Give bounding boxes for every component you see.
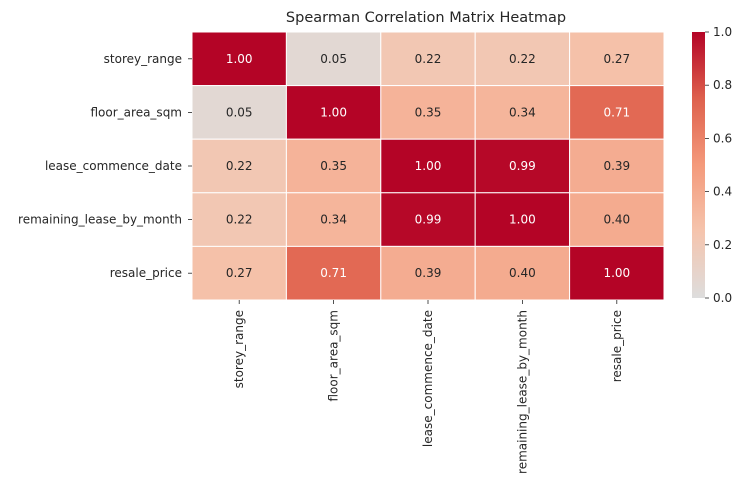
heatmap-cell-r4-c2 — [380, 245, 476, 301]
x-tick-label-0: storey_range — [232, 310, 246, 388]
colorbar: 0.0 0.2 0.4 0.6 0.8 1.0 — [692, 25, 732, 305]
heatmap-cell-r0-c3 — [474, 31, 571, 87]
heatmap-cell-r3-c1 — [285, 192, 382, 247]
cell-value-label-r4-c3: 0.40 — [509, 266, 536, 280]
colorbar-tick-label-3: 0.6 — [713, 131, 732, 145]
heatmap-cell-r4-c1 — [285, 245, 382, 301]
cell-value-label-r2-c1: 0.35 — [320, 159, 347, 173]
y-tick-label-0: storey_range — [104, 52, 182, 66]
colorbar-tick-label-4: 0.8 — [713, 78, 732, 92]
colorbar-tick-label-2: 0.4 — [713, 185, 732, 199]
cell-value-label-r1-c4: 0.71 — [603, 105, 630, 119]
heatmap-cell-r0-c0 — [191, 31, 287, 87]
heatmap-cell-r4-c0 — [191, 245, 287, 301]
cell-value-label-r4-c1: 0.71 — [320, 266, 347, 280]
cell-value-label-r0-c1: 0.05 — [320, 52, 347, 66]
heatmap-cell-r3-c4 — [569, 192, 665, 247]
x-tick-labels: storey_range floor_area_sqm lease_commence… — [232, 300, 624, 474]
heatmap-cell-r1-c0 — [191, 85, 287, 140]
cell-value-label-r2-c0: 0.22 — [226, 159, 253, 173]
cell-value-label-r0-c0: 1.00 — [226, 52, 253, 66]
cell-value-label-r3-c1: 0.34 — [320, 213, 347, 227]
heatmap-cell-r4-c4 — [569, 245, 665, 301]
cell-value-label-r1-c0: 0.05 — [226, 105, 253, 119]
cell-value-label-r0-c2: 0.22 — [415, 52, 442, 66]
y-tick-label-3: remaining_lease_by_month — [18, 213, 182, 227]
cell-value-label-r3-c2: 0.99 — [415, 213, 442, 227]
cell-value-label-r2-c4: 0.39 — [603, 159, 630, 173]
cell-value-label-r4-c2: 0.39 — [415, 266, 442, 280]
heatmap-cell-r2-c3 — [474, 138, 571, 194]
colorbar-tick-label-1: 0.2 — [713, 238, 732, 252]
y-tick-label-4: resale_price — [110, 266, 182, 280]
cell-value-label-r0-c3: 0.22 — [509, 52, 536, 66]
x-tick-label-4: resale_price — [610, 310, 624, 382]
heatmap-cell-r3-c3 — [474, 192, 571, 247]
heatmap-cell-r0-c1 — [285, 31, 382, 87]
x-tick-label-1: floor_area_sqm — [327, 310, 341, 402]
heatmap-cell-r1-c4 — [569, 85, 665, 140]
cell-value-label-r3-c0: 0.22 — [226, 213, 253, 227]
chart-title: Spearman Correlation Matrix Heatmap — [286, 10, 566, 26]
x-tick-label-3: remaining_lease_by_month — [515, 310, 529, 474]
x-tick-label-2: lease_commence_date — [421, 310, 435, 447]
cell-value-label-r1-c2: 0.35 — [415, 105, 442, 119]
heatmap-cell-r2-c4 — [569, 138, 665, 194]
heatmap-cell-r1-c2 — [380, 85, 476, 140]
cell-value-label-r3-c3: 1.00 — [509, 213, 536, 227]
y-tick-label-2: lease_commence_date — [45, 159, 182, 173]
heatmap-cell-r0-c2 — [380, 31, 476, 87]
cell-value-label-r2-c2: 1.00 — [415, 159, 442, 173]
cell-value-label-r4-c4: 1.00 — [603, 266, 630, 280]
cell-value-label-r4-c0: 0.27 — [226, 266, 253, 280]
heatmap-cell-r3-c2 — [380, 192, 476, 247]
y-tick-label-1: floor_area_sqm — [91, 105, 183, 119]
cell-value-label-r2-c3: 0.99 — [509, 159, 536, 173]
y-tick-labels: storey_range floor_area_sqm lease_commence… — [18, 52, 192, 280]
heatmap-cells: 1.00 0.05 0.22 0.22 0.27 0.05 1.00 0.35 0.34 0.71… — [191, 31, 665, 301]
colorbar-gradient — [692, 32, 705, 298]
cell-value-label-r3-c4: 0.40 — [603, 213, 630, 227]
colorbar-tick-label-5: 1.0 — [713, 25, 732, 39]
colorbar-tick-label-0: 0.0 — [713, 291, 732, 305]
cell-value-label-r0-c4: 0.27 — [603, 52, 630, 66]
cell-value-label-r1-c3: 0.34 — [509, 105, 536, 119]
cell-value-label-r1-c1: 1.00 — [320, 105, 347, 119]
heatmap-cell-r2-c1 — [285, 138, 382, 194]
